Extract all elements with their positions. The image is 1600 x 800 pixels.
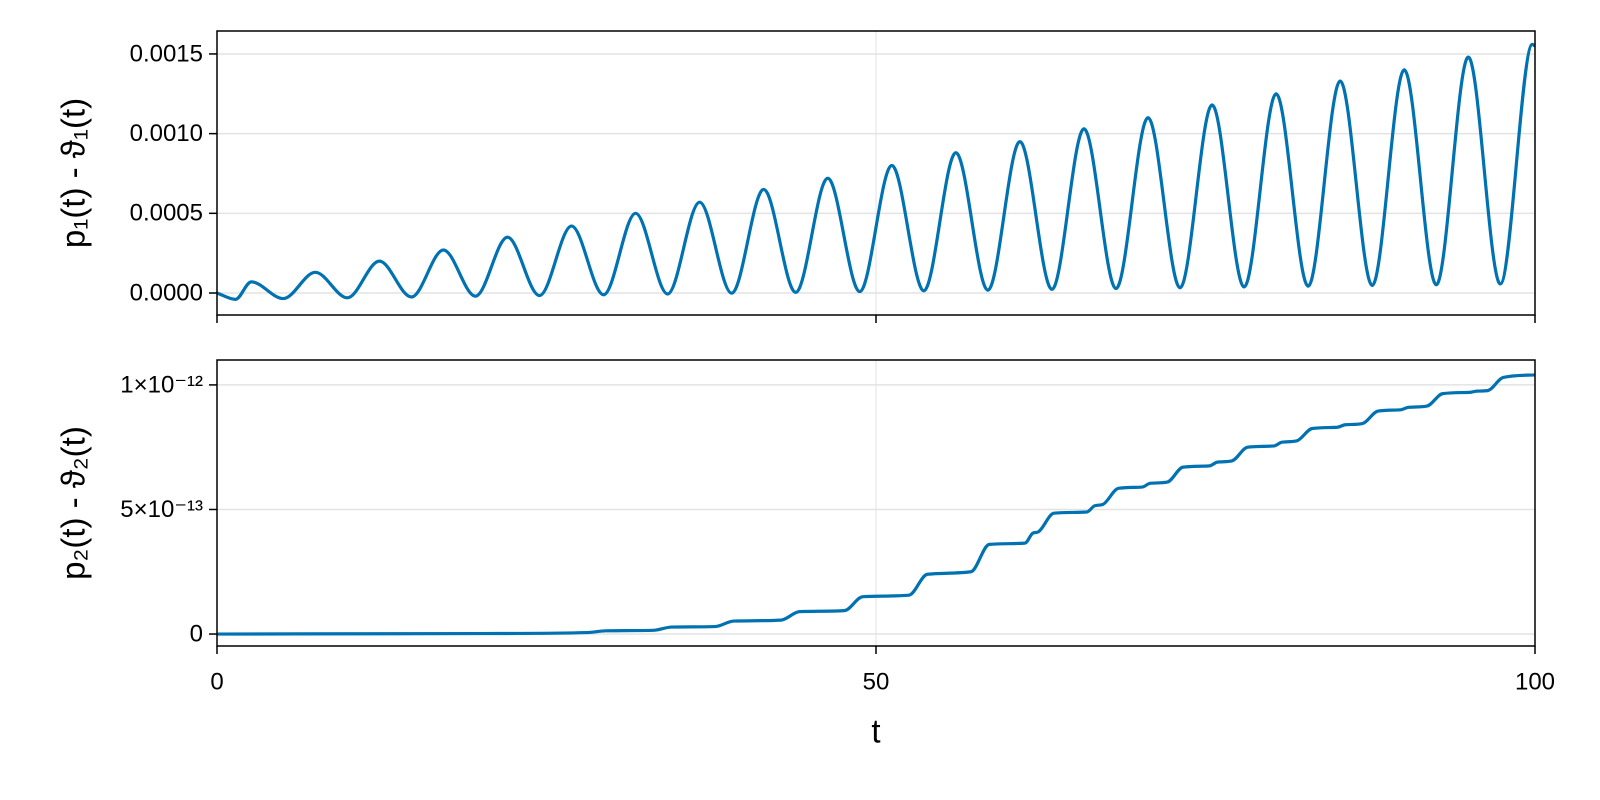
x-axis-label: t [871, 713, 880, 750]
y-tick-label: 1×10⁻¹² [120, 371, 203, 398]
axes-frame [216, 359, 1536, 647]
y-axis-label: p₂(t) - ϑ₂(t) [55, 426, 92, 580]
y-tick-label: 0.0000 [130, 279, 203, 306]
y-axis-label: p₁(t) - ϑ₁(t) [55, 98, 92, 248]
x-tick-label: 50 [863, 668, 890, 695]
y-tick-label: 0 [190, 620, 203, 647]
y-tick-label: 0.0005 [130, 200, 203, 227]
axes-frame [216, 30, 1536, 316]
y-tick-label: 0.0015 [130, 40, 203, 67]
y-tick-label: 0.0010 [130, 120, 203, 147]
y-tick-label: 5×10⁻¹³ [120, 496, 203, 523]
data-line [217, 373, 1536, 636]
x-tick-label: 100 [1515, 668, 1555, 695]
data-line [217, 42, 1536, 301]
x-tick-label: 0 [210, 668, 223, 695]
